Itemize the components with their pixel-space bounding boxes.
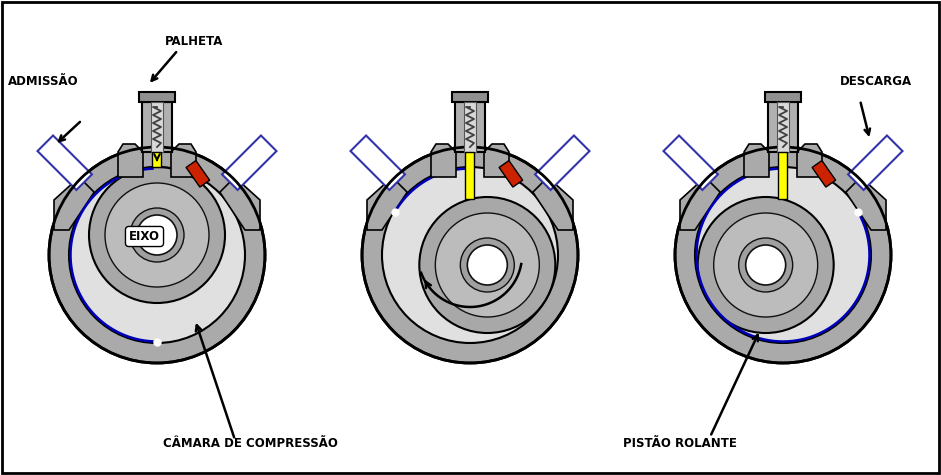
Polygon shape bbox=[220, 177, 260, 230]
Bar bbox=[452, 92, 488, 102]
Polygon shape bbox=[431, 144, 456, 177]
Circle shape bbox=[460, 238, 515, 292]
Polygon shape bbox=[484, 144, 509, 177]
Bar bbox=[778, 152, 788, 199]
Circle shape bbox=[420, 197, 555, 333]
Circle shape bbox=[69, 167, 245, 343]
Polygon shape bbox=[812, 161, 836, 187]
Circle shape bbox=[105, 183, 209, 287]
Polygon shape bbox=[744, 144, 769, 177]
Bar bbox=[142, 102, 172, 152]
Circle shape bbox=[130, 208, 184, 262]
Text: PISTÃO ROLANTE: PISTÃO ROLANTE bbox=[623, 437, 737, 450]
Circle shape bbox=[436, 213, 539, 317]
Polygon shape bbox=[848, 135, 902, 190]
Circle shape bbox=[382, 167, 558, 343]
Circle shape bbox=[468, 245, 507, 285]
Circle shape bbox=[695, 167, 871, 343]
Circle shape bbox=[89, 167, 225, 303]
Polygon shape bbox=[797, 144, 822, 177]
Bar bbox=[139, 92, 175, 102]
Text: DESCARGA: DESCARGA bbox=[840, 75, 912, 88]
Text: CÂMARA DE COMPRESSÃO: CÂMARA DE COMPRESSÃO bbox=[163, 437, 338, 450]
Polygon shape bbox=[535, 135, 589, 190]
Circle shape bbox=[362, 147, 578, 363]
Circle shape bbox=[675, 147, 891, 363]
Bar bbox=[777, 102, 789, 152]
Bar bbox=[455, 102, 485, 152]
Bar bbox=[151, 102, 163, 152]
Polygon shape bbox=[499, 161, 522, 187]
Bar bbox=[765, 92, 801, 102]
Circle shape bbox=[713, 213, 818, 317]
Polygon shape bbox=[38, 135, 92, 190]
Polygon shape bbox=[367, 177, 407, 230]
Polygon shape bbox=[222, 135, 277, 190]
Bar bbox=[464, 102, 476, 152]
Circle shape bbox=[137, 215, 177, 255]
Text: ADMISSÃO: ADMISSÃO bbox=[8, 75, 79, 88]
Text: EIXO: EIXO bbox=[129, 230, 160, 243]
Circle shape bbox=[49, 147, 265, 363]
Polygon shape bbox=[846, 177, 886, 230]
Polygon shape bbox=[118, 144, 143, 177]
Polygon shape bbox=[680, 177, 720, 230]
Polygon shape bbox=[54, 177, 94, 230]
Polygon shape bbox=[533, 177, 573, 230]
Polygon shape bbox=[186, 161, 210, 187]
Bar bbox=[768, 102, 798, 152]
Circle shape bbox=[745, 245, 786, 285]
Polygon shape bbox=[350, 135, 405, 190]
Circle shape bbox=[697, 197, 834, 333]
Text: PALHETA: PALHETA bbox=[165, 35, 223, 48]
Polygon shape bbox=[171, 144, 196, 177]
Circle shape bbox=[739, 238, 792, 292]
Bar bbox=[152, 152, 162, 167]
Bar bbox=[466, 152, 474, 199]
Polygon shape bbox=[663, 135, 718, 190]
